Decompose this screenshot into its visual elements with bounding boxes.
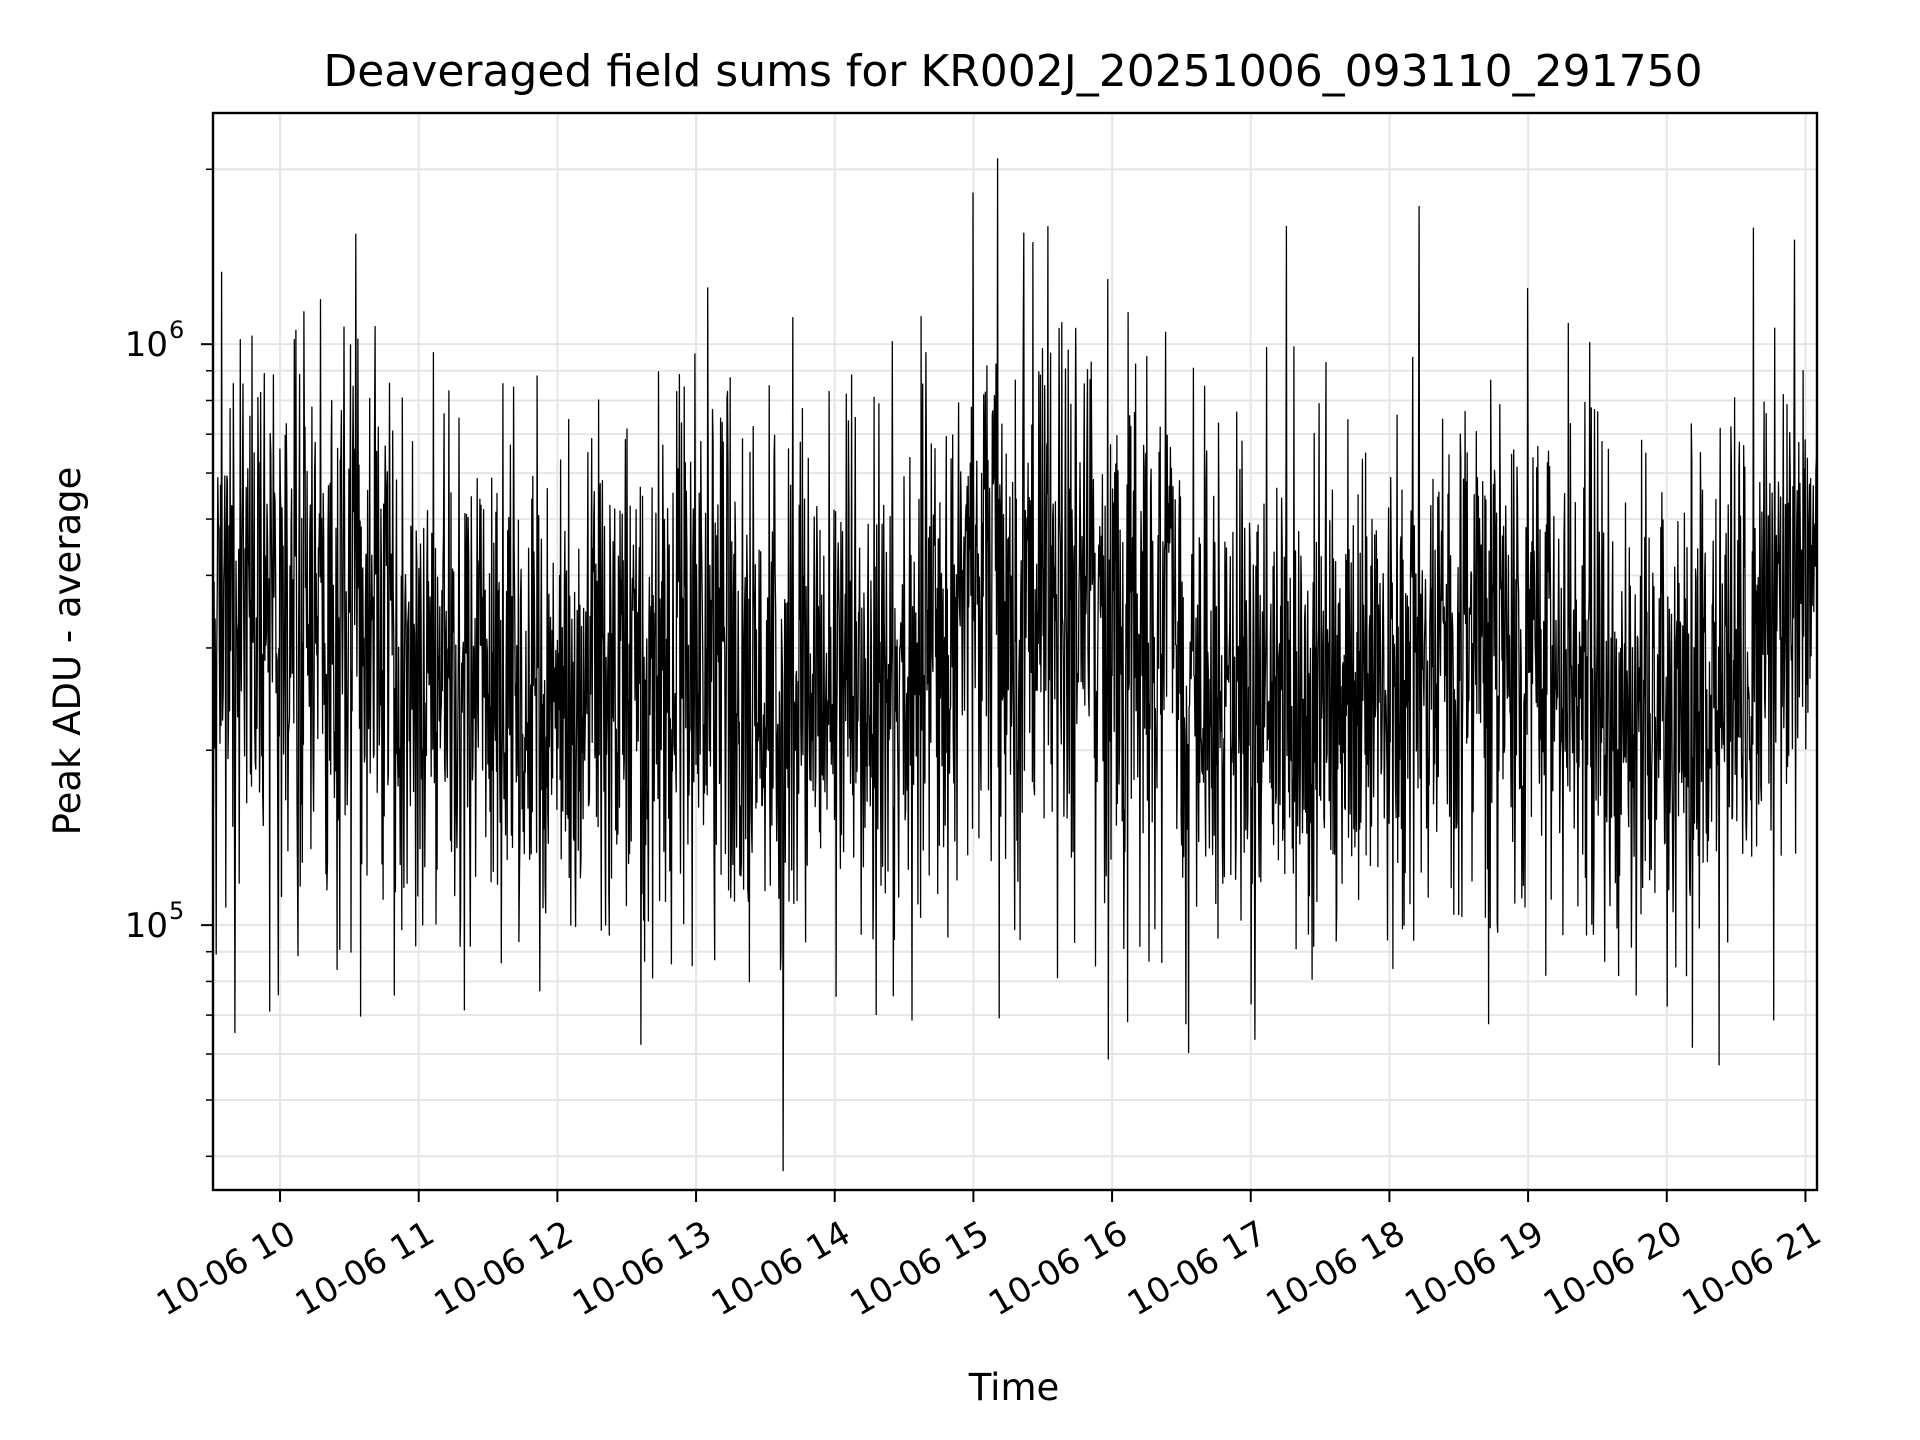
y-tick-exponent: 6: [169, 316, 184, 344]
x-axis-label: Time: [968, 1366, 1060, 1409]
y-tick-label: 10: [125, 325, 168, 365]
y-tick-exponent: 5: [169, 897, 184, 925]
y-axis-label: Peak ADU - average: [46, 467, 89, 836]
y-tick-label: 10: [125, 906, 168, 946]
plot-area: [212, 158, 1818, 1172]
series-line: [212, 158, 1818, 1172]
plot-frame: [211, 111, 1819, 1192]
chart-title: Deaveraged field sums for KR002J_2025100…: [323, 46, 1702, 97]
